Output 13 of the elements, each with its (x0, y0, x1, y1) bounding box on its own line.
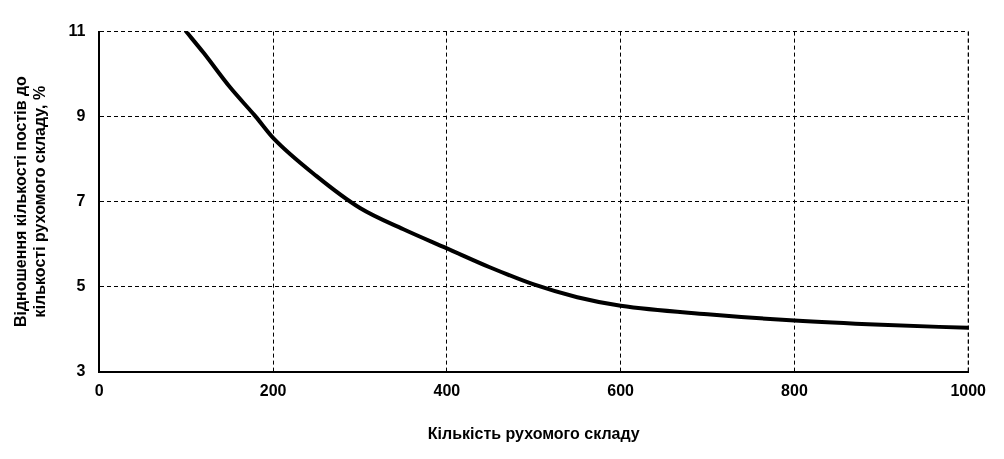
y-tick-label: 11 (68, 22, 86, 40)
x-tick-label: 0 (94, 381, 104, 399)
x-axis-title: Кількість рухомого складу (427, 424, 640, 442)
y-tick-label: 5 (76, 277, 86, 295)
y-axis-title: Відношення кількості постів до кількості рухомого складу, % (12, 75, 49, 328)
y-tick-label: 9 (76, 107, 86, 125)
x-tick-label: 200 (259, 381, 287, 399)
y-tick-label: 3 (76, 362, 86, 380)
y-tick-label: 7 (76, 192, 86, 210)
x-tick-label: 400 (433, 381, 461, 399)
x-tick-label: 800 (781, 381, 808, 399)
x-tick-label: 600 (607, 381, 635, 399)
x-tick-label: 1000 (950, 381, 987, 399)
